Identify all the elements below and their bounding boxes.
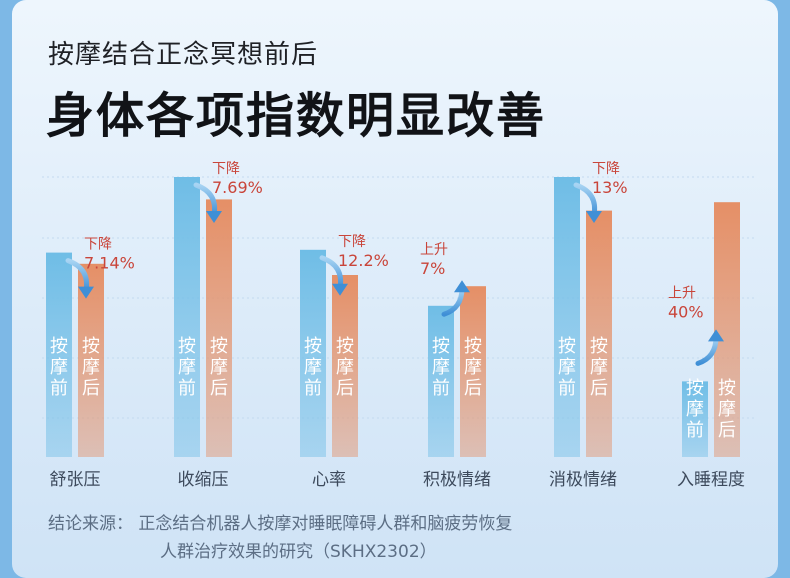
arrow-head-0	[78, 286, 94, 299]
bar-after-0	[78, 263, 104, 457]
bar-label-before-1: 按摩前	[178, 336, 196, 399]
change-value-3: 7%	[420, 259, 445, 278]
change-direction-0: 下降	[84, 237, 112, 253]
change-direction-2: 下降	[338, 234, 366, 250]
bar-label-after-4: 按摩后	[590, 336, 608, 399]
bar-label-before-5: 按摩前	[686, 378, 704, 441]
change-value-2: 12.2%	[338, 251, 389, 270]
bar-before-3	[428, 305, 454, 457]
bar-before-5	[682, 381, 708, 457]
chart-card: 按摩结合正念冥想前后 身体各项指数明显改善 按摩前 按摩后 舒张压 下降 7.14% 按摩…	[12, 0, 778, 578]
bar-chart: 按摩前按摩后舒张压下降7.14%按摩前按摩后收缩压下降7.69%按摩前按摩后心率…	[42, 161, 754, 490]
category-label-0: 舒张压	[50, 470, 101, 490]
change-value-0: 7.14%	[84, 254, 135, 273]
arrow-head-4	[586, 211, 602, 223]
chart-title: 身体各项指数明显改善	[46, 88, 547, 144]
bar-after-4	[586, 210, 612, 457]
bar-before-1	[174, 177, 200, 457]
category-label-5: 入睡程度	[677, 470, 745, 490]
chart-subtitle: 按摩结合正念冥想前后	[48, 40, 319, 70]
change-value-4: 13%	[592, 178, 628, 197]
bar-after-5	[714, 202, 740, 457]
bar-label-before-3: 按摩前	[432, 336, 450, 399]
source-line-1: 正念结合机器人按摩对睡眠障碍人群和脑疲劳恢复	[138, 514, 513, 534]
bar-label-after-2: 按摩后	[336, 336, 354, 399]
change-direction-1: 下降	[212, 161, 240, 177]
change-direction-5: 上升	[668, 285, 696, 301]
arrow-head-1	[206, 211, 222, 223]
category-label-1: 收缩压	[178, 470, 229, 490]
bar-label-after-5: 按摩后	[718, 378, 736, 441]
arrow-head-5	[708, 329, 724, 342]
bar-label-after-3: 按摩后	[464, 336, 482, 399]
category-label-4: 消极情绪	[549, 470, 617, 490]
source-line-2: 人群治疗效果的研究（SKHX2302）	[160, 542, 437, 562]
change-value-1: 7.69%	[212, 178, 263, 197]
change-direction-3: 上升	[420, 242, 448, 258]
bar-after-2	[332, 275, 358, 457]
bar-label-before-0: 按摩前	[50, 336, 68, 399]
source-note: 结论来源： 正念结合机器人按摩对睡眠障碍人群和脑疲劳恢复 人群治疗效果的研究（S…	[48, 510, 768, 566]
source-label: 结论来源：	[48, 514, 133, 534]
arrow-head-3	[454, 280, 470, 293]
bar-before-2	[300, 249, 326, 457]
bar-after-1	[206, 199, 232, 457]
bar-label-before-4: 按摩前	[558, 336, 576, 399]
category-label-3: 积极情绪	[423, 470, 491, 490]
bar-before-0	[46, 252, 72, 457]
category-label-2: 心率	[312, 470, 346, 490]
bar-after-3	[460, 286, 486, 457]
bar-label-after-0: 按摩后	[82, 336, 100, 399]
bar-before-4	[554, 177, 580, 457]
change-value-5: 40%	[668, 302, 704, 321]
arrow-head-2	[332, 283, 348, 296]
bar-label-after-1: 按摩后	[210, 336, 228, 399]
bar-label-before-2: 按摩前	[304, 336, 322, 399]
change-direction-4: 下降	[592, 161, 620, 177]
